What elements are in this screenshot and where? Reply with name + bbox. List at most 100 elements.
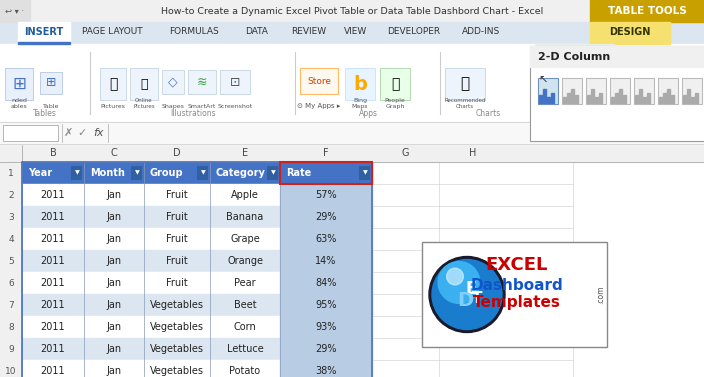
Text: fx: fx bbox=[94, 128, 104, 138]
Text: ▼: ▼ bbox=[134, 170, 139, 176]
Text: Map: Map bbox=[627, 103, 641, 109]
Text: 38%: 38% bbox=[315, 366, 337, 376]
Text: 2-D Column: 2-D Column bbox=[538, 52, 610, 62]
Bar bbox=[188, 70, 216, 94]
Bar bbox=[220, 70, 250, 94]
Circle shape bbox=[432, 259, 502, 329]
Text: Fruit: Fruit bbox=[166, 278, 188, 288]
Text: ≡: ≡ bbox=[600, 76, 610, 86]
Text: 93%: 93% bbox=[315, 322, 337, 332]
Text: 2011: 2011 bbox=[41, 212, 65, 222]
Text: Dashboard: Dashboard bbox=[471, 277, 563, 293]
Text: ▼: ▼ bbox=[75, 170, 80, 176]
Bar bbox=[0, 144, 704, 162]
Text: Fruit: Fruit bbox=[166, 212, 188, 222]
Text: G: G bbox=[402, 148, 409, 158]
Text: INSERT: INSERT bbox=[25, 27, 63, 37]
Text: 3: 3 bbox=[8, 213, 14, 222]
Text: 2011: 2011 bbox=[41, 190, 65, 200]
Bar bbox=[22, 338, 372, 360]
Text: 84%: 84% bbox=[315, 278, 337, 288]
Text: b: b bbox=[353, 75, 367, 93]
Bar bbox=[0, 122, 704, 144]
Bar bbox=[345, 68, 375, 100]
Bar bbox=[691, 97, 694, 103]
Text: DEVELOPER: DEVELOPER bbox=[387, 28, 440, 37]
Bar bbox=[543, 89, 546, 103]
Bar bbox=[280, 184, 372, 206]
Text: DATA: DATA bbox=[246, 28, 268, 37]
Bar bbox=[599, 93, 602, 103]
Bar bbox=[22, 162, 372, 377]
Text: FORMULAS: FORMULAS bbox=[169, 28, 219, 37]
Text: Fruit: Fruit bbox=[166, 256, 188, 266]
Text: E: E bbox=[465, 280, 477, 299]
Bar bbox=[422, 242, 607, 347]
Text: ⊞: ⊞ bbox=[12, 75, 26, 93]
Text: ⊞: ⊞ bbox=[46, 77, 56, 89]
Text: ≡: ≡ bbox=[600, 64, 610, 74]
Text: TABLE TOOLS: TABLE TOOLS bbox=[608, 6, 686, 16]
Bar bbox=[530, 46, 704, 141]
Text: ↩ ▾ ·: ↩ ▾ · bbox=[6, 6, 25, 15]
Text: 4: 4 bbox=[8, 234, 14, 244]
Bar bbox=[0, 44, 704, 122]
Text: Jan: Jan bbox=[106, 278, 122, 288]
Text: Vegetables: Vegetables bbox=[150, 344, 204, 354]
Bar bbox=[280, 272, 372, 294]
Text: Grape: Grape bbox=[230, 234, 260, 244]
Bar bbox=[380, 68, 410, 100]
Bar bbox=[280, 206, 372, 228]
Text: Vegetables: Vegetables bbox=[150, 322, 204, 332]
Bar bbox=[634, 78, 654, 104]
Bar bbox=[280, 228, 372, 250]
Bar bbox=[687, 89, 690, 103]
Text: 29%: 29% bbox=[315, 344, 337, 354]
Text: ▼: ▼ bbox=[270, 170, 275, 176]
Text: D: D bbox=[457, 291, 473, 310]
Circle shape bbox=[438, 262, 480, 303]
Bar bbox=[611, 97, 614, 103]
Bar bbox=[587, 95, 590, 103]
Text: 2011: 2011 bbox=[41, 344, 65, 354]
Text: 👤: 👤 bbox=[391, 77, 399, 91]
Text: Rate: Rate bbox=[286, 168, 311, 178]
Bar bbox=[623, 95, 626, 103]
Bar bbox=[639, 89, 642, 103]
Text: Online
Pictures: Online Pictures bbox=[133, 98, 155, 109]
Bar bbox=[280, 294, 372, 316]
Bar bbox=[682, 78, 702, 104]
Bar bbox=[590, 22, 670, 44]
Text: 14%: 14% bbox=[315, 256, 337, 266]
Text: ↖: ↖ bbox=[538, 76, 548, 86]
Text: People
Graph: People Graph bbox=[384, 98, 406, 109]
Bar bbox=[100, 68, 126, 100]
Bar bbox=[0, 144, 704, 377]
Bar bbox=[539, 95, 542, 103]
Text: 2011: 2011 bbox=[41, 322, 65, 332]
Text: 2: 2 bbox=[8, 190, 14, 199]
Text: Illustrations: Illustrations bbox=[170, 109, 216, 118]
Text: Corn: Corn bbox=[234, 322, 256, 332]
Text: Jan: Jan bbox=[106, 190, 122, 200]
Bar bbox=[22, 316, 372, 338]
Bar bbox=[562, 78, 582, 104]
Bar bbox=[3, 125, 58, 141]
Bar bbox=[280, 250, 372, 272]
Text: Vegetables: Vegetables bbox=[150, 300, 204, 310]
Text: 5: 5 bbox=[8, 256, 14, 265]
Text: 2011: 2011 bbox=[41, 300, 65, 310]
Bar bbox=[22, 162, 372, 184]
Bar bbox=[0, 22, 704, 44]
Bar bbox=[22, 360, 372, 377]
Bar bbox=[22, 272, 372, 294]
Text: ▼: ▼ bbox=[201, 170, 206, 176]
Bar bbox=[590, 0, 704, 22]
Bar bbox=[647, 93, 650, 103]
Text: Apple: Apple bbox=[231, 190, 259, 200]
Bar bbox=[530, 46, 704, 68]
Bar bbox=[615, 93, 618, 103]
Bar bbox=[567, 93, 570, 103]
Bar bbox=[18, 22, 70, 44]
Bar bbox=[671, 95, 674, 103]
